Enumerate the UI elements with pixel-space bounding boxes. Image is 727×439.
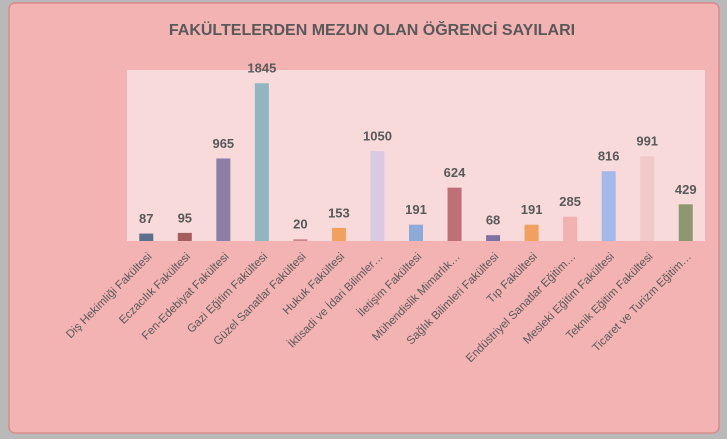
value-label: 1845	[247, 61, 276, 76]
bar	[678, 204, 693, 241]
bar	[486, 235, 501, 241]
value-label: 816	[598, 149, 620, 164]
value-label: 624	[444, 165, 466, 180]
bar	[601, 171, 616, 241]
bar	[139, 233, 154, 241]
bar	[293, 239, 308, 241]
bar	[370, 151, 385, 241]
bar	[524, 224, 539, 241]
bar	[177, 232, 192, 241]
bar	[563, 216, 578, 241]
value-label: 68	[486, 213, 500, 228]
bar	[254, 83, 269, 241]
bar	[409, 224, 423, 241]
bar	[331, 227, 346, 241]
bar	[216, 158, 231, 241]
bar	[447, 187, 462, 241]
value-label: 95	[178, 210, 192, 225]
value-label: 87	[139, 211, 153, 226]
chart-title: FAKÜLTELERDEN MEZUN OLAN ÖĞRENCİ SAYILAR…	[169, 20, 575, 39]
value-label: 20	[293, 217, 307, 232]
value-label: 285	[559, 194, 581, 209]
value-label: 1050	[363, 129, 392, 144]
bar	[640, 156, 655, 241]
value-label: 153	[328, 205, 350, 220]
value-label: 429	[675, 182, 697, 197]
value-label: 991	[636, 134, 658, 149]
value-label: 191	[405, 202, 427, 217]
value-label: 191	[521, 202, 543, 217]
value-label: 965	[212, 136, 234, 151]
